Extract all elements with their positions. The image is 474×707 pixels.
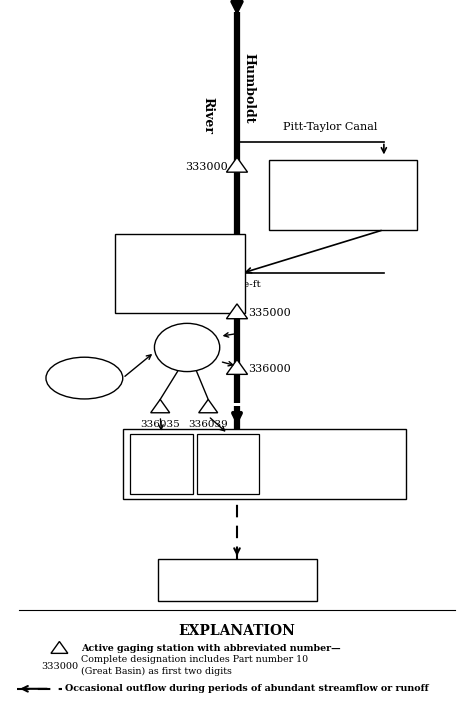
Polygon shape	[227, 158, 247, 173]
Text: 336000: 336000	[248, 364, 291, 374]
Text: Complete designation includes Part number 10: Complete designation includes Part numbe…	[82, 655, 309, 665]
Text: (Great Basin) as first two digits: (Great Basin) as first two digits	[82, 667, 232, 676]
Text: 333000: 333000	[41, 662, 78, 671]
Text: Irrigation
Use: Irrigation Use	[162, 338, 212, 357]
Polygon shape	[227, 360, 247, 375]
FancyBboxPatch shape	[197, 433, 259, 494]
Polygon shape	[199, 399, 218, 413]
Text: Municipal
effluent: Municipal effluent	[58, 368, 110, 387]
Text: Carson Sink: Carson Sink	[199, 573, 276, 586]
Ellipse shape	[155, 323, 220, 372]
Text: Humboldt: Humboldt	[242, 52, 255, 123]
Text: 333000: 333000	[185, 162, 228, 172]
FancyBboxPatch shape	[269, 160, 418, 230]
FancyBboxPatch shape	[115, 234, 245, 313]
Text: Active gaging station with abbreviated number—: Active gaging station with abbreviated n…	[82, 644, 341, 653]
Text: Rye Patch
Reservoir
194,300 acre-ft: Rye Patch Reservoir 194,300 acre-ft	[180, 259, 261, 288]
Ellipse shape	[46, 357, 123, 399]
Polygon shape	[151, 399, 170, 413]
Text: EXPLANATION: EXPLANATION	[179, 624, 295, 638]
FancyBboxPatch shape	[158, 559, 317, 601]
Text: Toulon
Lake: Toulon Lake	[145, 454, 178, 474]
Text: River: River	[202, 97, 215, 134]
Text: Occasional outflow during periods of abundant streamflow or runoff: Occasional outflow during periods of abu…	[65, 684, 429, 694]
Text: Humboldt
Sink: Humboldt Sink	[277, 445, 376, 484]
Text: Upper and Lower
Pitt-Taylor Reservoirs
35,000 acre-feet: Upper and Lower Pitt-Taylor Reservoirs 3…	[286, 180, 400, 210]
Text: Humboldt
Lake: Humboldt Lake	[203, 454, 253, 474]
Polygon shape	[227, 304, 247, 319]
FancyBboxPatch shape	[123, 429, 406, 498]
FancyBboxPatch shape	[130, 433, 193, 494]
Text: 335000: 335000	[248, 308, 291, 318]
Text: 336035: 336035	[140, 420, 180, 429]
Text: 336039: 336039	[188, 420, 228, 429]
Polygon shape	[51, 641, 68, 653]
Text: Pitt-Taylor Canal: Pitt-Taylor Canal	[283, 122, 377, 132]
